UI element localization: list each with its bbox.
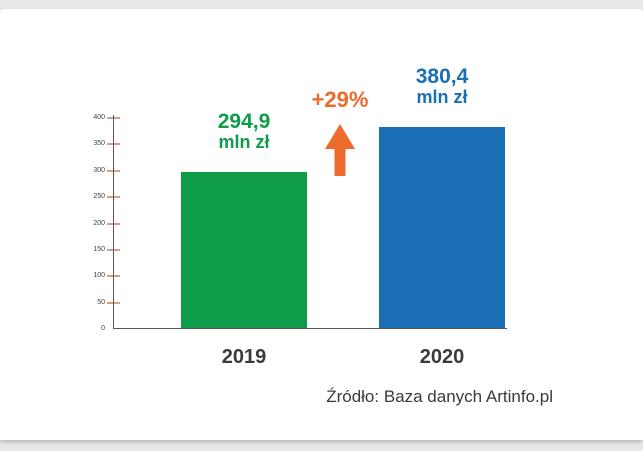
value-2020: 380,4 xyxy=(415,65,469,89)
value-unit-2020: mln zł xyxy=(416,87,468,108)
y-tick-label: 100 xyxy=(93,272,105,280)
y-tick-label: 350 xyxy=(93,140,105,148)
growth-annotation: +29% xyxy=(310,89,370,176)
y-tick-label: 250 xyxy=(93,193,105,201)
bar-2019 xyxy=(181,172,307,328)
value-label-2020: 380,4 mln zł xyxy=(379,66,505,108)
chart-plot-area: 0 50 100 150 200 250 300 350 400 294,9 mln zł 38… xyxy=(93,66,507,368)
x-axis-line xyxy=(113,328,507,329)
y-axis-line xyxy=(113,115,114,329)
value-2019: 294,9 xyxy=(217,110,271,134)
y-tick-label: 50 xyxy=(97,298,105,306)
y-tick-label: 200 xyxy=(93,219,105,227)
infographic-card: 0 50 100 150 200 250 300 350 400 294,9 mln zł 38… xyxy=(0,9,643,440)
y-tick-label: 300 xyxy=(93,166,105,174)
value-unit-2019: mln zł xyxy=(218,132,270,153)
up-arrow-icon xyxy=(325,124,355,176)
value-label-2019: 294,9 mln zł xyxy=(181,111,307,153)
up-arrow-shape xyxy=(325,124,355,176)
growth-percent-label: +29% xyxy=(311,87,369,112)
x-label-2019: 2019 xyxy=(221,346,267,368)
x-label-2020: 2020 xyxy=(419,346,465,368)
y-tick-label: 400 xyxy=(93,114,105,121)
source-caption: Źródło: Baza danych Artinfo.pl xyxy=(326,387,553,406)
y-tick-label: 150 xyxy=(93,245,105,253)
y-tick-label: 0 xyxy=(101,325,105,332)
bar-2020 xyxy=(379,127,505,328)
